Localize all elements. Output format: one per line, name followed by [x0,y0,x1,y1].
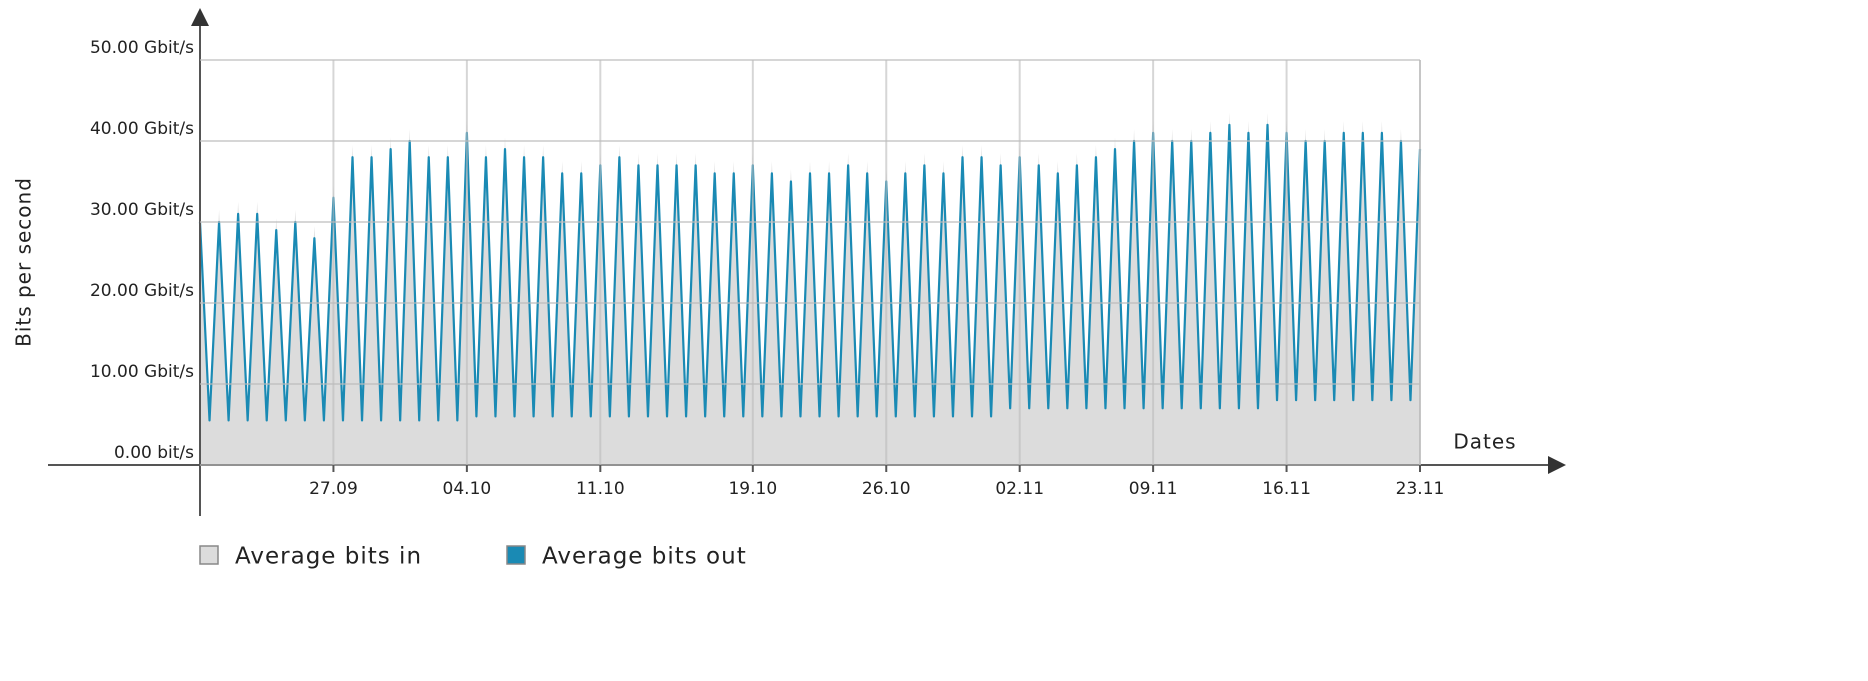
x-tick-label: 04.10 [443,479,492,499]
y-axis-title: Bits per second [12,177,36,347]
y-tick-label: 40.00 Gbit/s [90,119,194,139]
x-axis-arrow [1548,456,1566,474]
y-axis-arrow [191,8,209,26]
y-tick-label: 30.00 Gbit/s [90,200,194,220]
x-tick-label: 11.10 [576,479,625,499]
y-tick-label: 20.00 Gbit/s [90,281,194,301]
plot-area [198,112,1422,466]
y-tick-label: 50.00 Gbit/s [90,38,194,58]
legend-label: Average bits out [542,544,747,570]
x-axis-title: Dates [1453,430,1516,454]
legend-swatch [199,545,219,565]
area [200,112,1420,466]
legend-label: Average bits in [235,544,422,570]
y-tick-label: 0.00 bit/s [114,443,194,463]
x-tick-label: 16.11 [1262,479,1311,499]
line [198,123,1422,422]
x-tick-label: 23.11 [1396,479,1445,499]
x-tick-label: 27.09 [309,479,358,499]
x-tick-label: 26.10 [862,479,911,499]
x-tick-label: 19.10 [728,479,777,499]
x-tick-label: 02.11 [995,479,1044,499]
legend-swatch [506,545,526,565]
x-tick-label: 09.11 [1129,479,1178,499]
y-tick-label: 10.00 Gbit/s [90,362,194,382]
